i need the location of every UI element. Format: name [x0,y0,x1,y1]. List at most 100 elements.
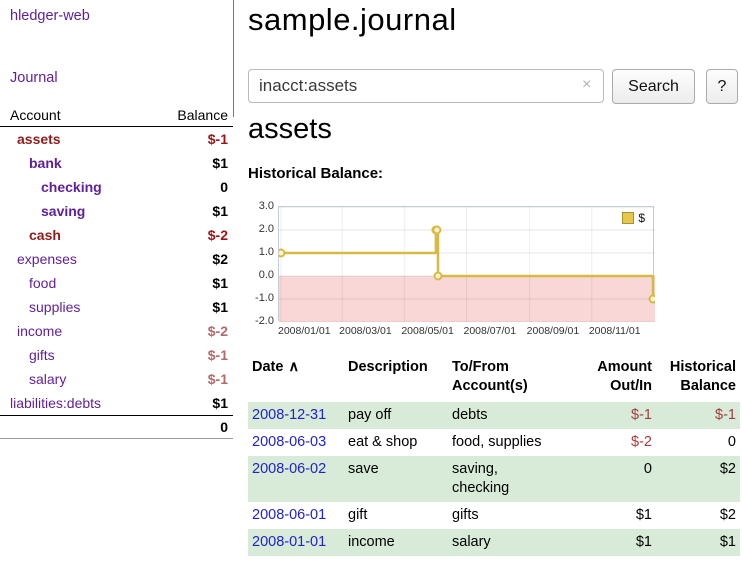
account-row: food $1 [0,271,233,295]
transaction-date-link[interactable]: 2008-12-31 [252,407,327,423]
transaction-row: 2008-06-03 eat & shop food, supplies $-2 0 [248,429,740,456]
col-header-to-from: To/From Account(s) [452,359,528,394]
clear-search-icon[interactable]: × [582,76,592,93]
txn-date-cell: 2008-06-02 [248,456,344,502]
accounts-header-balance: Balance [177,106,228,123]
transaction-row: 2008-12-31 pay off debts $-1 $-1 [248,402,740,429]
x-tick-label: 2008/03/01 [339,325,392,337]
txn-balance-cell: $2 [719,507,736,523]
txn-amount-cell: $-2 [631,434,652,450]
account-row: salary $-1 [0,367,233,391]
account-link-checking[interactable]: checking [41,179,102,195]
account-balance: $1 [212,275,228,291]
chart-legend: $ [622,211,645,225]
y-tick-label: -2.0 [255,315,274,327]
account-balance: $2 [212,251,228,267]
txn-amount-cell: $1 [635,507,652,523]
legend-swatch-icon [622,212,635,224]
y-tick-label: 0.0 [258,269,274,281]
x-tick-label: 2008/05/01 [401,325,454,337]
col-header-historical: Historical Balance [669,359,736,394]
txn-balance-cell: $1 [719,534,736,550]
transaction-date-link[interactable]: 2008-06-02 [252,461,327,477]
account-link-supplies[interactable]: supplies [29,299,81,315]
x-tick-label: 2008/11/01 [588,325,641,337]
txn-accounts-cell: food, supplies [452,434,542,450]
txn-amount-cell: 0 [643,461,652,477]
account-link-assets[interactable]: assets [17,131,61,147]
accounts-header-account: Account [10,106,61,123]
txn-balance-cell: $-1 [715,407,736,423]
account-link-income[interactable]: income [17,323,63,339]
search-input[interactable] [248,69,604,103]
accounts-header-row: Account Balance [0,103,233,127]
txn-description-cell: eat & shop [348,434,418,450]
sidebar: hledger-web Journal Account Balance asse… [0,0,233,582]
account-row: checking 0 [0,175,233,199]
col-header-amount: Amount Out/In [597,359,652,394]
account-balance: $1 [212,155,228,171]
txn-date-cell: 2008-12-31 [248,402,344,429]
nav-journal-link[interactable]: Journal [10,70,58,86]
col-header-date[interactable]: Date ∧ [252,359,300,375]
accounts-total-value: 0 [220,419,228,435]
account-row: saving $1 [0,199,233,223]
sidebar-divider [233,0,234,117]
accounts-total-row: 0 [0,415,233,439]
txn-description-cell: save [348,461,379,477]
transactions-table: Date ∧ Description To/From Account(s) Amount… [248,356,740,556]
transaction-date-link[interactable]: 2008-06-03 [252,434,327,450]
page-title: sample.journal [248,2,457,37]
account-link-bank[interactable]: bank [29,155,62,171]
transaction-date-link[interactable]: 2008-06-01 [252,507,327,523]
col-header-description: Description [348,359,428,375]
account-link-salary[interactable]: salary [29,371,67,387]
data-point-marker [432,225,442,235]
accounts-panel: Account Balance assets $-1 bank $1 checking 0… [0,103,233,439]
balance-chart-svg [279,207,655,322]
account-link-gifts[interactable]: gifts [29,347,55,363]
legend-label: $ [638,211,645,225]
chart-title: Historical Balance: [248,165,384,182]
y-tick-label: 3.0 [258,200,274,212]
transaction-row: 2008-06-02 save saving, checking 0 $2 [248,456,740,502]
txn-date-cell: 2008-01-01 [248,529,344,556]
app-brand-link[interactable]: hledger-web [10,8,90,24]
txn-balance-cell: 0 [727,434,736,450]
transactions-section: Date ∧ Description To/From Account(s) Amount… [248,356,740,556]
account-row: bank $1 [0,151,233,175]
txn-date-cell: 2008-06-03 [248,429,344,456]
account-list: assets $-1 bank $1 checking 0 saving $1 cash $-2 e… [0,127,233,415]
sort-asc-icon: ∧ [288,359,300,375]
x-tick-label: 2008/07/01 [463,325,517,337]
account-link-expenses[interactable]: expenses [17,251,77,267]
data-point-marker [433,271,443,281]
negative-region [279,276,655,322]
transaction-date-link[interactable]: 2008-01-01 [252,534,327,550]
help-button[interactable]: ? [706,69,738,104]
txn-balance-cell: $2 [719,461,736,477]
txn-amount-cell: $-1 [631,407,652,423]
account-row: income $-2 [0,319,233,343]
account-link-food[interactable]: food [29,275,57,291]
account-balance: $-2 [207,323,228,339]
transaction-row: 2008-06-01 gift gifts $1 $2 [248,502,740,529]
account-link-saving[interactable]: saving [41,203,86,219]
txn-accounts-cell: debts [452,407,488,423]
txn-description-cell: pay off [348,407,392,423]
chart-plot-area: $ [278,206,655,322]
txn-accounts-cell: salary [452,534,491,550]
account-balance: $1 [212,395,228,411]
account-link-liabilities-debts[interactable]: liabilities:debts [10,395,102,411]
txn-amount-cell: $1 [635,534,652,550]
search-button[interactable]: Search [612,69,695,104]
account-row: expenses $2 [0,247,233,271]
account-row: liabilities:debts $1 [0,391,233,415]
account-balance: $-1 [207,347,228,363]
txn-accounts-cell: gifts [452,507,479,523]
data-point-marker [279,248,286,258]
account-link-cash[interactable]: cash [29,227,61,243]
y-tick-label: 2.0 [258,223,274,235]
txn-date-cell: 2008-06-01 [248,502,344,529]
account-heading: assets [248,113,332,145]
